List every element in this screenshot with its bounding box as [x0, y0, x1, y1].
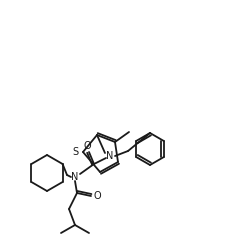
Text: S: S — [72, 147, 78, 157]
Text: O: O — [93, 191, 101, 201]
Text: N: N — [71, 172, 79, 182]
Text: O: O — [83, 141, 91, 151]
Text: N: N — [106, 151, 114, 161]
